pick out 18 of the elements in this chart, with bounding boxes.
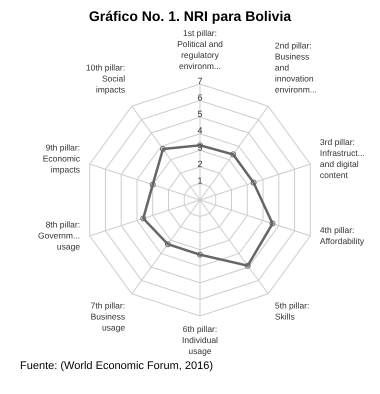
y-tick-label: 1 (197, 175, 203, 186)
spoke-label: 5th pillar: Skills (274, 300, 310, 322)
spoke-label: 3rd pillar: Infrastruct... and digital content (320, 137, 365, 180)
spoke-label: 10th pillar: Social impacts (86, 62, 126, 95)
spoke-label: 9th pillar: Economic impacts (42, 142, 81, 175)
spoke-label: 2nd pillar: Business and innovation environm... (274, 40, 317, 95)
spoke-label: 7th pillar: Business usage (90, 300, 126, 332)
source-note: Fuente: (World Economic Forum, 2016) (20, 360, 214, 372)
y-tick-label: 5 (197, 109, 203, 120)
spoke-label: 8th pillar: Governm... usage (38, 219, 80, 252)
y-tick-label: 2 (197, 158, 203, 169)
chart-title: Gráfico No. 1. NRI para Bolivia (88, 8, 292, 24)
spoke-label: 6th pillar: Individual usage (182, 324, 218, 356)
y-tick-label: 4 (197, 126, 203, 136)
y-tick-label: 7 (197, 76, 203, 86)
spoke-label: 1st pillar: Political and regulatory environm... (177, 28, 224, 71)
y-tick-label: 6 (197, 92, 203, 103)
spoke-label: 4th pillar: Affordability (320, 224, 365, 246)
